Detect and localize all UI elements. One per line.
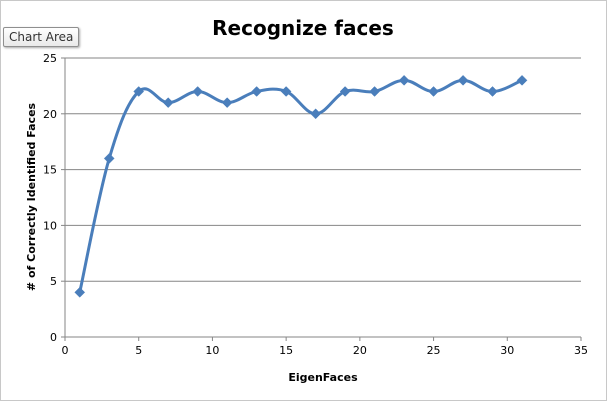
x-tick-label: 5: [135, 344, 142, 357]
data-point: [339, 86, 351, 97]
y-tick-label: 0: [50, 331, 57, 344]
data-point: [457, 74, 469, 86]
x-tick-label: 15: [279, 344, 293, 357]
data-point: [369, 86, 380, 97]
y-tick-label: 15: [43, 164, 57, 177]
data-point: [192, 86, 204, 97]
gridlines: [65, 57, 581, 282]
y-tick-label: 20: [43, 108, 57, 121]
x-axis-label: EigenFaces: [288, 371, 358, 384]
axes: [61, 57, 582, 341]
data-point: [398, 74, 410, 86]
series-markers: [74, 74, 528, 298]
tick-labels: 0 5 10 15 20 25 0 5 10 15 20 25 30 35: [43, 52, 588, 357]
data-point: [221, 97, 233, 108]
data-point: [74, 287, 86, 298]
x-tick-label: 35: [574, 344, 588, 357]
data-point: [487, 86, 498, 97]
data-point: [103, 153, 115, 164]
x-tick-label: 20: [353, 344, 367, 357]
chart-title: Recognize faces: [212, 16, 394, 40]
data-point: [280, 86, 292, 97]
data-point: [251, 86, 263, 97]
y-tick-label: 5: [50, 275, 57, 288]
data-point: [516, 74, 528, 86]
x-tick-label: 25: [427, 344, 441, 357]
series-line: [78, 78, 523, 293]
x-tick-label: 0: [62, 344, 69, 357]
y-tick-label: 10: [43, 219, 57, 232]
x-tick-label: 10: [205, 344, 219, 357]
data-point: [310, 108, 321, 120]
data-point: [428, 86, 439, 97]
data-point: [133, 86, 145, 97]
data-point: [162, 97, 174, 108]
x-tick-label: 30: [500, 344, 514, 357]
chart-area-tooltip: Chart Area: [3, 27, 80, 47]
y-tick-label: 25: [43, 52, 57, 65]
y-axis-label: # of Correctly Identified Faces: [25, 102, 38, 291]
